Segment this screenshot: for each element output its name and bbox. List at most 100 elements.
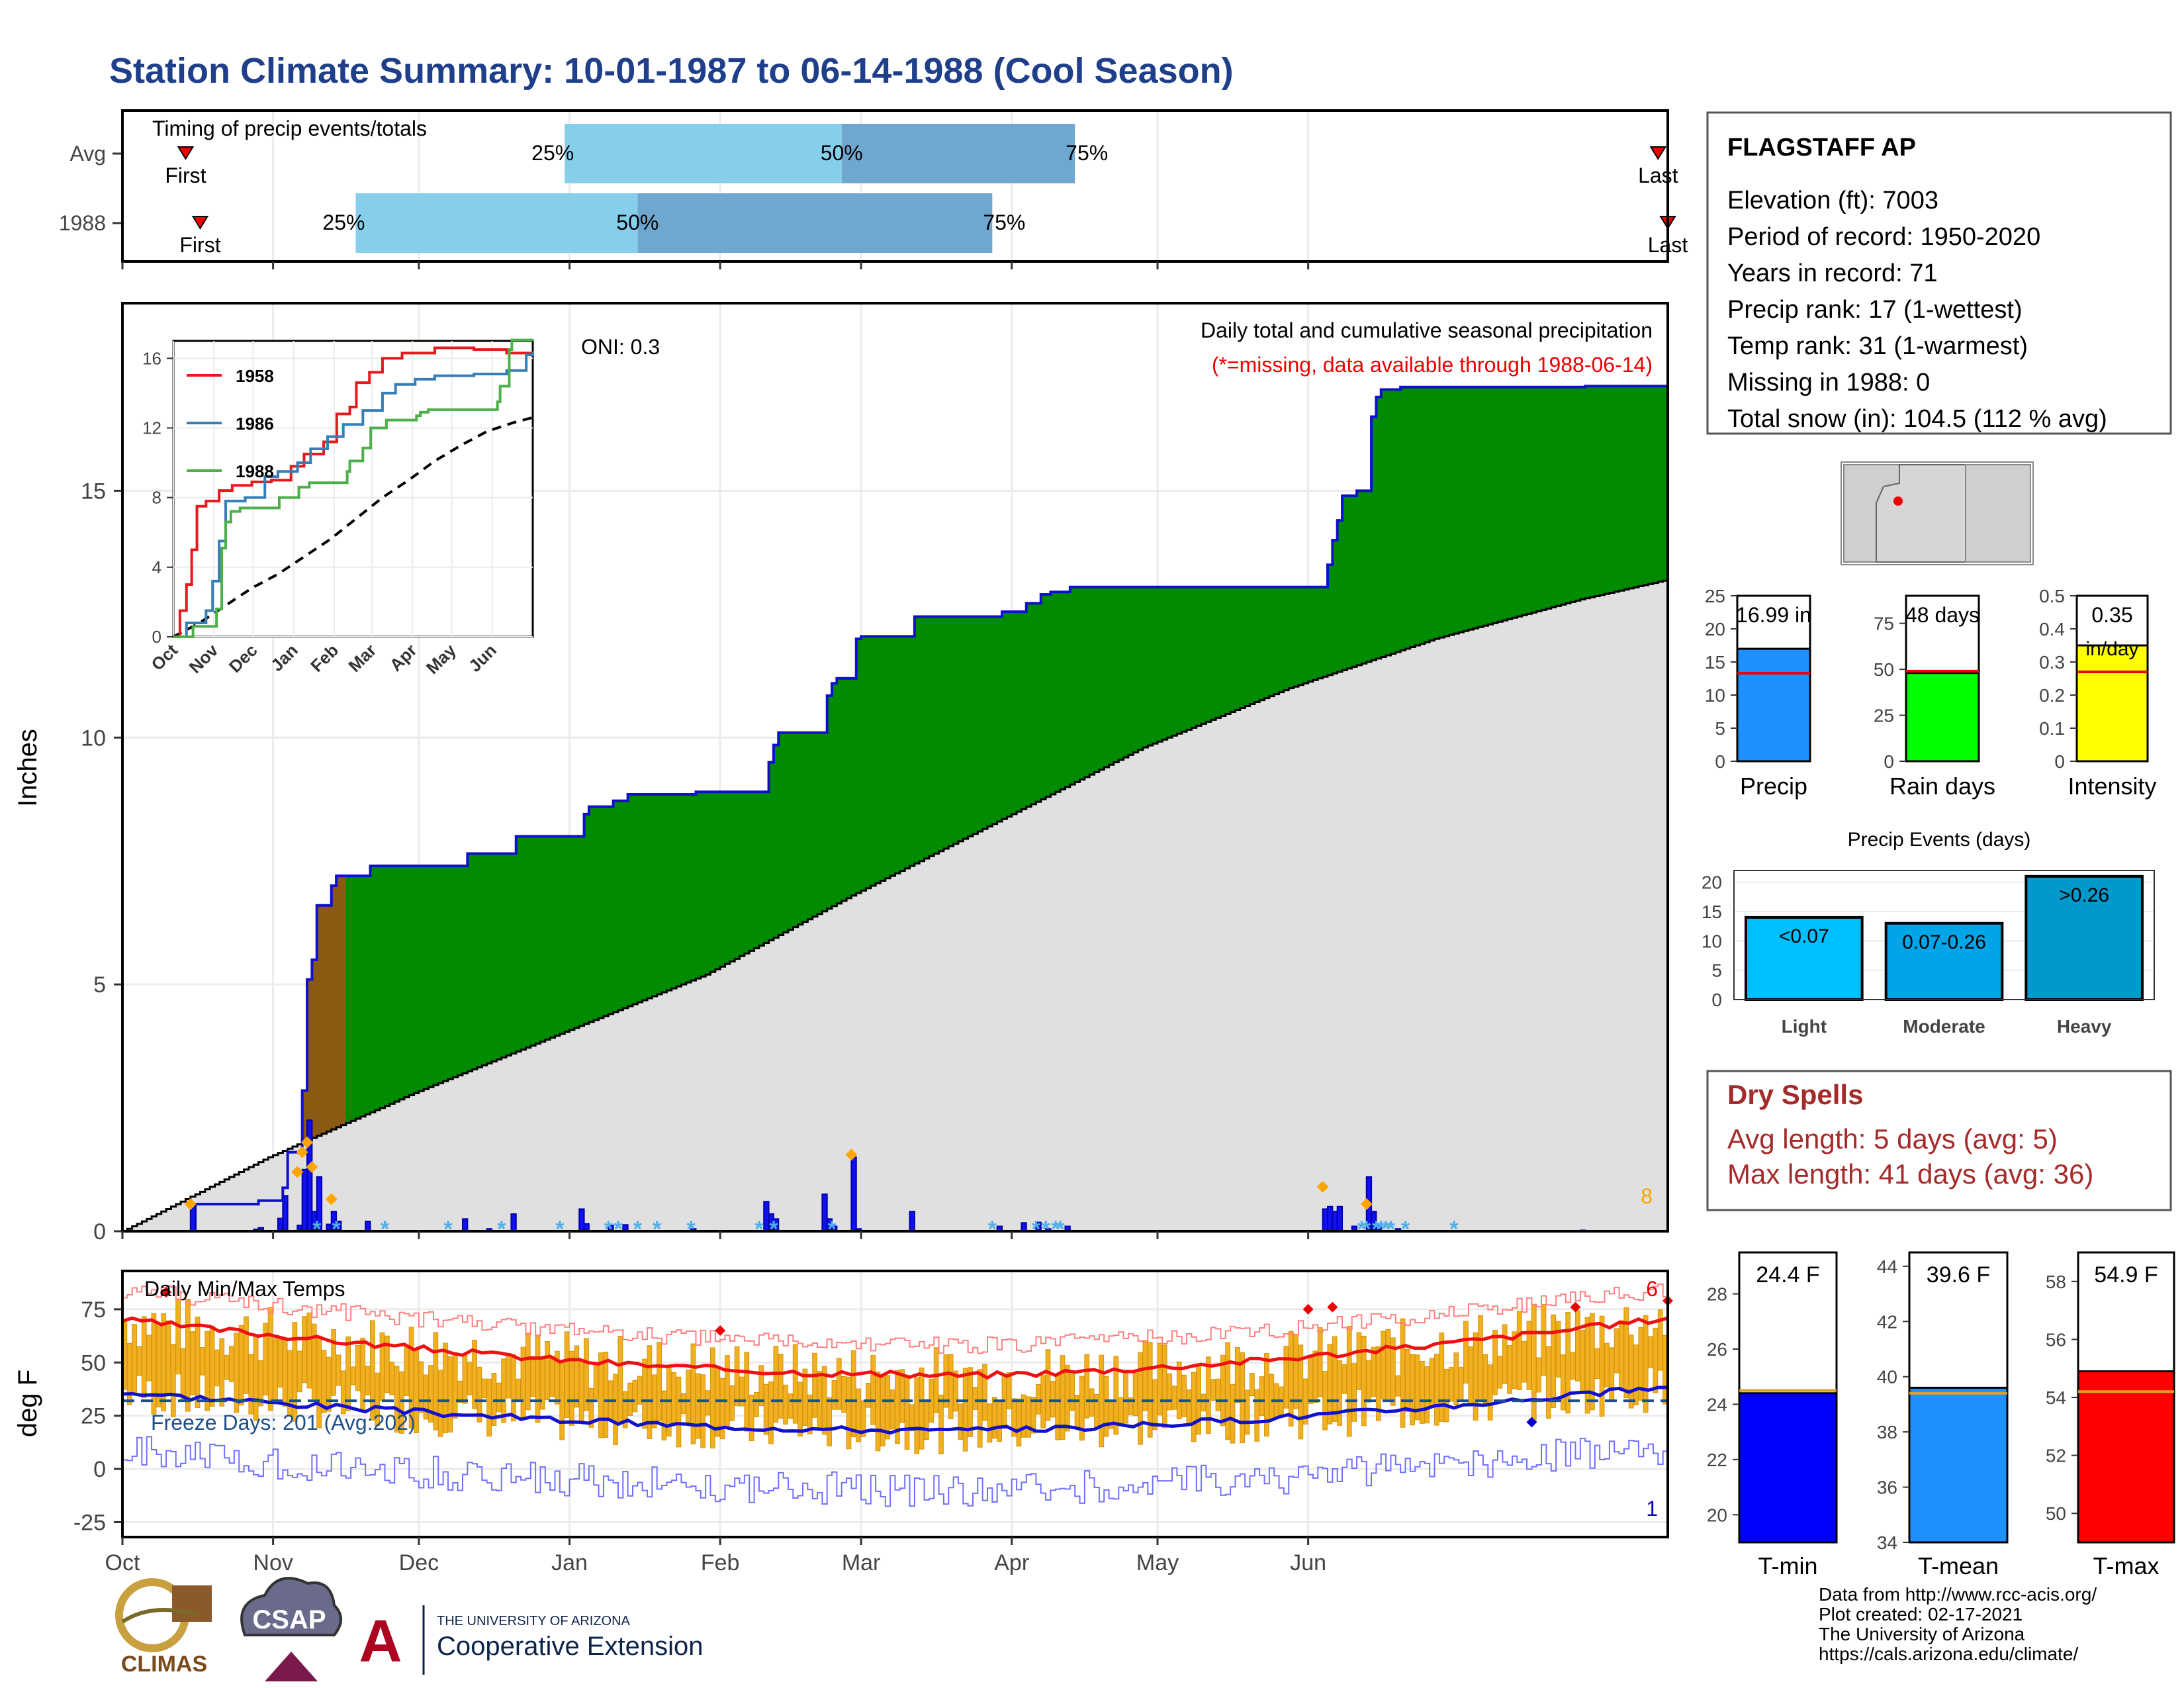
month-tick-label: Feb [701, 1550, 740, 1575]
daily-temp-bar [1420, 1361, 1425, 1424]
climas-logo-text: CLIMAS [121, 1652, 207, 1677]
csap-logo-mountain [265, 1652, 318, 1681]
daily-temp-bar [1390, 1337, 1396, 1406]
summary-tick: 75 [1874, 614, 1894, 634]
daily-temp-bar [462, 1354, 468, 1404]
daily-temp-bar [1157, 1342, 1163, 1416]
daily-temp-bar [292, 1322, 298, 1422]
summary-value-unit: in/day [2085, 638, 2138, 660]
tempbar-name: T-mean [1918, 1552, 1999, 1579]
daily-temp-bar [632, 1380, 638, 1413]
daily-temp-bar [224, 1354, 230, 1380]
snow-marker: * [312, 1217, 322, 1242]
station-name: FLAGSTAFF AP [1727, 134, 1916, 162]
daily-temp-bar [433, 1332, 439, 1430]
daily-temp-bar [248, 1354, 254, 1415]
summary-tick: 25 [1874, 706, 1894, 726]
daily-temp-bar [1123, 1372, 1128, 1424]
daily-temp-bar [1069, 1374, 1075, 1411]
daily-temp-bar [1395, 1375, 1401, 1397]
daily-temp-bar [350, 1366, 356, 1385]
daily-temp-bar [491, 1373, 497, 1426]
events-frame [1733, 870, 2155, 1000]
daily-temp-bar [865, 1383, 871, 1408]
daily-temp-bar [1458, 1366, 1464, 1401]
temps-panel: -25 0 25 50 75 Daily Min/Max Temps Freeze Days… [13, 1270, 1673, 1575]
daily-temp-bar [972, 1387, 978, 1410]
daily-temp-bar [914, 1377, 920, 1454]
daily-temp-bar [831, 1380, 837, 1410]
daily-temp-bar [1439, 1333, 1445, 1422]
daily-temp-bar [686, 1370, 692, 1423]
tempbar-t-mean [1908, 1386, 2009, 1544]
daily-temp-bar [709, 1347, 715, 1449]
daily-temp-bar [1516, 1311, 1522, 1390]
daily-precip-bar [461, 1218, 469, 1232]
legend-label: 1988 [236, 461, 274, 481]
daily-temp-bar [238, 1325, 244, 1406]
events-tick: 20 [1702, 872, 1722, 893]
snow-marker: * [769, 1217, 778, 1242]
daily-temp-bar [1152, 1379, 1158, 1430]
daily-temp-bar [744, 1352, 750, 1432]
snow-marker: * [604, 1217, 614, 1242]
daily-temp-bar [126, 1342, 132, 1405]
highlight-marker [296, 1146, 308, 1158]
daily-temp-bar [1064, 1364, 1070, 1432]
station-line: Missing in 1988: 0 [1727, 369, 1930, 397]
daily-temp-bar [437, 1370, 443, 1437]
daily-temp-bar [472, 1339, 477, 1409]
daily-temp-bar [229, 1346, 234, 1382]
precip-subtitle: Daily total and cumulative seasonal prec… [1201, 318, 1653, 342]
daily-temp-bar [477, 1366, 482, 1423]
daily-temp-bar [962, 1368, 968, 1452]
tempbar-tick: 56 [2046, 1329, 2066, 1350]
daily-temp-bar [452, 1352, 458, 1419]
daily-temp-bar [375, 1372, 381, 1427]
tempbar-tick: 38 [1877, 1422, 1897, 1442]
month-tick-label: Jan [551, 1550, 588, 1575]
daily-temp-bar [180, 1348, 186, 1399]
temps-frame [121, 1270, 1669, 1538]
daily-temp-bar [880, 1376, 886, 1447]
daily-temp-bar [1633, 1344, 1639, 1406]
daily-temp-bar [1264, 1352, 1269, 1437]
station-line: Total snow (in): 104.5 (112 % avg) [1727, 405, 2107, 433]
daily-temp-bar [389, 1362, 395, 1395]
daily-temp-bar [1011, 1398, 1017, 1437]
daily-temp-bar [846, 1376, 852, 1450]
daily-temp-bar [1638, 1327, 1644, 1401]
daily-temp-bar [161, 1313, 166, 1412]
legend-label: 1958 [236, 366, 274, 386]
oni-label: ONI: 0.3 [581, 335, 660, 359]
daily-temp-bar [773, 1346, 779, 1423]
inset-y-tick: 4 [152, 557, 161, 577]
inset-y-tick: 8 [152, 488, 161, 508]
daily-temp-bar [1400, 1318, 1406, 1428]
event-category: Moderate [1903, 1016, 1985, 1037]
daily-temp-bar [1555, 1321, 1561, 1378]
daily-temp-bar [1171, 1385, 1177, 1410]
snow-marker: * [1449, 1217, 1459, 1242]
ua-logo-mark: A [359, 1609, 402, 1675]
daily-temp-bar [1128, 1397, 1134, 1415]
daily-temp-bar [856, 1388, 862, 1442]
daily-temp-bar [340, 1370, 346, 1415]
ua-logo-small-text: THE UNIVERSITY OF ARIZONA [437, 1614, 631, 1628]
daily-temp-bar [185, 1299, 191, 1412]
daily-temp-bar [190, 1331, 196, 1395]
inset-series-1988 [173, 338, 534, 638]
event-bar-heavy [2025, 874, 2144, 1002]
daily-temp-bar [763, 1383, 769, 1435]
daily-temp-bar [1161, 1344, 1167, 1429]
footer-line: https://cals.arizona.edu/climate/ [1819, 1644, 2078, 1664]
daily-temp-bar [428, 1365, 433, 1423]
summary-value-label: 48 days [1905, 603, 1979, 627]
daily-temp-bar [647, 1345, 653, 1439]
daily-temp-bar [379, 1332, 385, 1401]
daily-precip-bar [578, 1208, 585, 1233]
daily-temp-bar [486, 1378, 492, 1437]
daily-temp-bar [321, 1350, 327, 1413]
daily-temp-bar [394, 1366, 400, 1433]
daily-temp-bar [1570, 1352, 1576, 1380]
